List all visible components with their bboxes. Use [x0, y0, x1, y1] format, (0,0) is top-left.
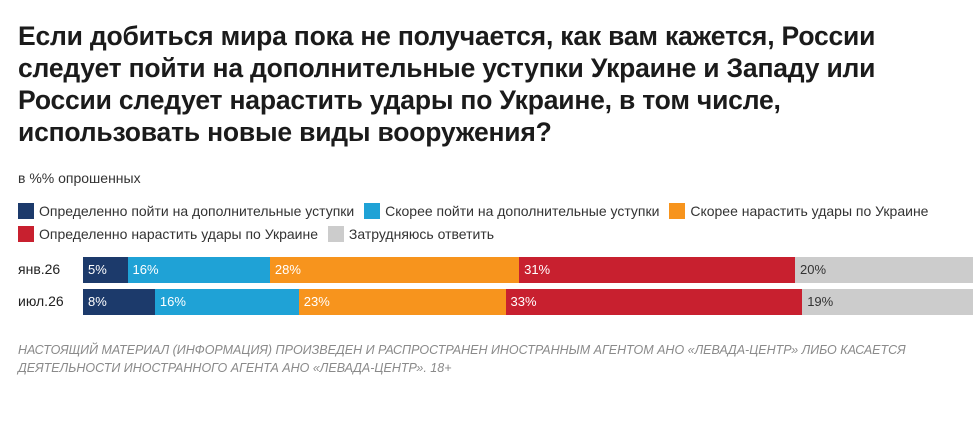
bar-value-label: 28% — [274, 262, 301, 277]
bar-segment: 8% — [83, 289, 155, 315]
bar-segment: 28% — [269, 257, 520, 283]
legend-swatch — [18, 226, 34, 242]
legend-label: Определенно нарастить удары по Украине — [39, 226, 319, 242]
bar-value-label: 23% — [303, 294, 330, 309]
legend-item: Затрудняюсь ответить — [327, 226, 500, 242]
legend-item: Скорее нарастить удары по Украине — [669, 203, 934, 219]
bar-value-label: 19% — [807, 294, 834, 309]
bar-segment: 16% — [127, 257, 270, 283]
legend: Определенно пойти на дополнительные усту… — [18, 200, 958, 246]
bar-segment: 20% — [795, 257, 973, 283]
stacked-bar: 8% 16% 23% 33% 19% — [83, 289, 973, 315]
bar-segment: 16% — [154, 289, 299, 315]
legend-item: Определенно пойти на дополнительные усту… — [18, 203, 360, 219]
legend-label: Скорее нарастить удары по Украине — [690, 203, 929, 219]
legend-item: Скорее пойти на дополнительные уступки — [364, 203, 665, 219]
row-label: янв.26 — [18, 261, 61, 277]
bar-value-label: 8% — [88, 294, 107, 309]
bar-value-label: 20% — [800, 262, 827, 277]
bar-segment: 33% — [505, 289, 803, 315]
legend-label: Определенно пойти на дополнительные усту… — [39, 203, 355, 219]
legend-label: Скорее пойти на дополнительные уступки — [385, 203, 660, 219]
bar-segment: 31% — [519, 257, 795, 283]
legend-swatch — [18, 203, 34, 219]
legend-swatch — [669, 203, 686, 219]
bar-segment: 23% — [298, 289, 506, 315]
bar-value-label: 5% — [88, 262, 107, 277]
stacked-bar: 5% 16% 28% 31% 20% — [83, 257, 973, 283]
row-label: июл.26 — [18, 293, 64, 309]
legend-swatch — [327, 226, 344, 242]
bar-segment: 5% — [83, 257, 128, 283]
bar-value-label: 33% — [510, 294, 537, 309]
legend-item: Определенно нарастить удары по Украине — [18, 226, 324, 242]
chart-title: Если добиться мира пока не получается, к… — [18, 21, 876, 147]
bar-value-label: 16% — [132, 262, 159, 277]
bar-segment: 19% — [802, 289, 973, 315]
legend-label: Затрудняюсь ответить — [348, 226, 495, 242]
bar-value-label: 31% — [524, 262, 551, 277]
disclaimer-footer: НАСТОЯЩИЙ МАТЕРИАЛ (ИНФОРМАЦИЯ) ПРОИЗВЕД… — [18, 343, 906, 375]
bar-value-label: 16% — [159, 294, 186, 309]
chart-subtitle: в %% опрошенных — [18, 170, 141, 186]
legend-swatch — [364, 203, 381, 219]
